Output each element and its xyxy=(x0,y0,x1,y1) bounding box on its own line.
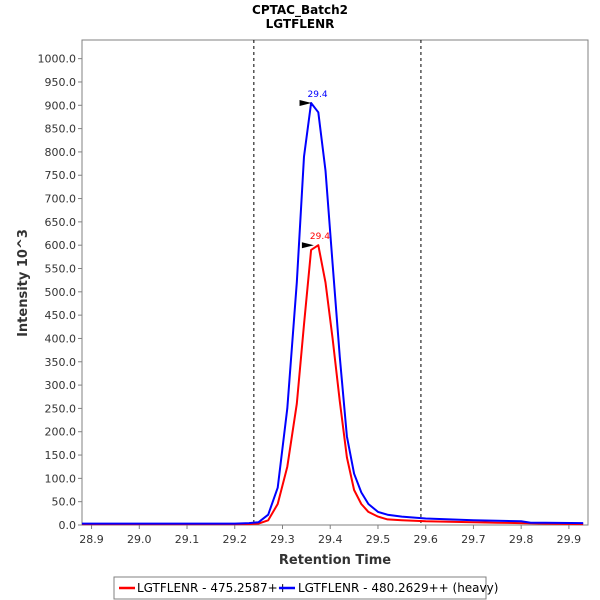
y-tick-label: 250.0 xyxy=(45,402,77,415)
y-axis-label: Intensity 10^3 xyxy=(16,229,31,337)
y-tick-label: 750.0 xyxy=(45,169,77,182)
y-tick-label: 450.0 xyxy=(45,309,77,322)
peak-marker-1 xyxy=(299,99,312,106)
x-tick-label: 29.1 xyxy=(175,533,200,546)
y-tick-label: 600.0 xyxy=(45,239,77,252)
y-tick-label: 650.0 xyxy=(45,216,77,229)
legend: LGTFLENR - 475.2587++ LGTFLENR - 480.262… xyxy=(113,576,498,600)
x-tick-label: 29.0 xyxy=(127,533,152,546)
x-tick-label: 29.2 xyxy=(223,533,248,546)
x-axis-label: Retention Time xyxy=(279,553,391,568)
peak-marker-0 xyxy=(301,242,314,249)
y-tick-label: 0.0 xyxy=(59,519,77,532)
peak-label-1: 29.4 xyxy=(308,90,328,100)
y-axis: 0.0 50.0 100.0 150.0 200.0 250.0 300.0 350.0 400… xyxy=(38,53,82,532)
x-tick-label: 28.9 xyxy=(79,533,104,546)
chart-title: CPTAC_Batch2 xyxy=(252,3,348,18)
y-tick-label: 550.0 xyxy=(45,263,77,276)
y-tick-label: 850.0 xyxy=(45,123,77,136)
series-group xyxy=(82,102,584,526)
x-tick-label: 29.7 xyxy=(461,533,486,546)
y-tick-label: 950.0 xyxy=(45,76,77,89)
y-tick-label: 400.0 xyxy=(45,332,77,345)
y-tick-label: 800.0 xyxy=(45,146,77,159)
y-tick-label: 350.0 xyxy=(45,356,77,369)
x-tick-label: 29.3 xyxy=(270,533,295,546)
peak-boundaries xyxy=(253,40,422,525)
legend-box xyxy=(113,576,487,600)
y-tick-label: 900.0 xyxy=(45,99,77,112)
y-tick-label: 50.0 xyxy=(52,496,77,509)
x-tick-label: 29.5 xyxy=(366,533,391,546)
x-tick-label: 29.6 xyxy=(413,533,438,546)
chart-subtitle: LGTFLENR xyxy=(266,17,335,31)
y-tick-label: 700.0 xyxy=(45,193,77,206)
legend-label-heavy: LGTFLENR - 480.2629++ (heavy) xyxy=(298,581,498,595)
x-tick-label: 29.9 xyxy=(557,533,582,546)
x-tick-label: 29.8 xyxy=(509,533,534,546)
x-tick-label: 29.4 xyxy=(318,533,343,546)
y-tick-label: 200.0 xyxy=(45,426,77,439)
y-tick-label: 500.0 xyxy=(45,286,77,299)
peak-label-0: 29.4 xyxy=(310,232,330,242)
y-tick-label: 1000.0 xyxy=(38,53,77,66)
x-axis: 28.9 29.0 29.1 29.2 29.3 29.4 29.5 29.6 29.7 29.8… xyxy=(79,525,581,546)
y-tick-label: 300.0 xyxy=(45,379,77,392)
y-tick-label: 100.0 xyxy=(45,472,77,485)
peak-markers: 29.4 29.4 xyxy=(299,90,330,249)
legend-label-light: LGTFLENR - 475.2587++ xyxy=(137,581,288,595)
series-line-1 xyxy=(82,102,584,525)
y-tick-label: 150.0 xyxy=(45,449,77,462)
